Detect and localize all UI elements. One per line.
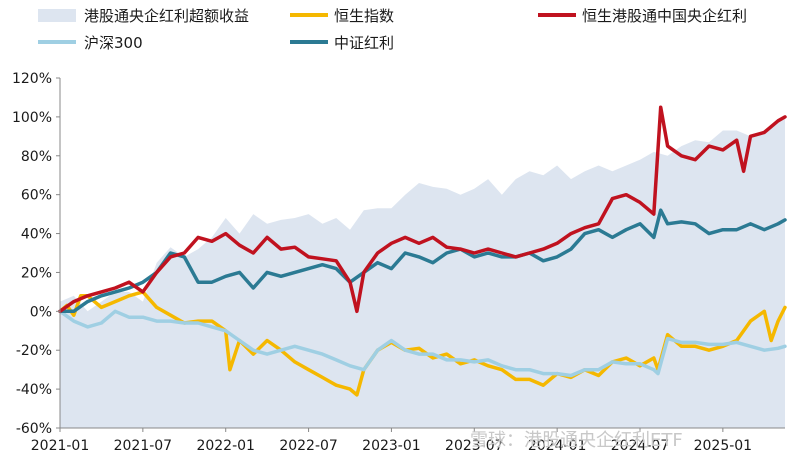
legend-swatch-excess-return bbox=[38, 9, 76, 22]
series-line-hsi bbox=[58, 290, 787, 397]
x-tick-label: 2022-01 bbox=[196, 438, 255, 454]
x-tick-label: 2023-07 bbox=[445, 438, 504, 454]
y-axis-ticks: 120% 100% 80% 60% 40% 20% 0% -20% -40% -60% bbox=[12, 71, 60, 437]
legend-label-hsi: 恒生指数 bbox=[334, 7, 394, 25]
legend-item-csi-dividend: 中证红利 bbox=[290, 34, 394, 52]
x-tick-label: 2021-07 bbox=[114, 438, 173, 454]
x-tick-label: 2022-07 bbox=[279, 438, 338, 454]
x-tick-label: 2024-01 bbox=[528, 438, 587, 454]
y-tick-label: 0% bbox=[30, 304, 52, 320]
legend-item-hsi: 恒生指数 bbox=[290, 7, 394, 25]
x-tick-label: 2024-07 bbox=[611, 438, 670, 454]
x-tick-label: 2023-01 bbox=[362, 438, 421, 454]
y-tick-label: -40% bbox=[16, 382, 52, 398]
watermark-text: 雪球：港股通央企红利ETF bbox=[470, 430, 683, 451]
y-tick-label: 40% bbox=[21, 227, 52, 243]
series-area-excess-return bbox=[60, 116, 785, 429]
series-line-csi300 bbox=[58, 309, 787, 378]
legend-label-soe-dividend: 恒生港股通中国央企红利 bbox=[582, 7, 747, 25]
x-tick-label: 2021-01 bbox=[31, 438, 90, 454]
legend-label-csi300: 沪深300 bbox=[84, 34, 143, 52]
y-tick-label: 80% bbox=[21, 149, 52, 165]
series-line-csi-dividend bbox=[58, 208, 787, 314]
series-line-soe-dividend bbox=[58, 105, 787, 314]
y-tick-label: -60% bbox=[16, 421, 52, 437]
x-tick-label: 2025-01 bbox=[694, 438, 753, 454]
legend: 港股通央企红利超额收益 恒生指数 恒生港股通中国央企红利 沪深300 中证红利 bbox=[38, 7, 747, 52]
y-tick-label: 120% bbox=[12, 71, 52, 87]
legend-label-excess-return: 港股通央企红利超额收益 bbox=[84, 7, 249, 25]
x-axis-ticks: 2021-01 2021-07 2022-01 2022-07 2023-01 2023-… bbox=[31, 428, 752, 454]
y-tick-label: 20% bbox=[21, 265, 52, 281]
legend-item-soe-dividend: 恒生港股通中国央企红利 bbox=[538, 7, 747, 25]
y-tick-label: 60% bbox=[21, 188, 52, 204]
legend-item-excess-return: 港股通央企红利超额收益 bbox=[38, 7, 249, 25]
series-lines-layer bbox=[58, 105, 787, 397]
y-tick-label: 100% bbox=[12, 110, 52, 126]
legend-item-csi300: 沪深300 bbox=[38, 34, 143, 52]
y-tick-label: -20% bbox=[16, 343, 52, 359]
legend-label-csi-dividend: 中证红利 bbox=[334, 34, 394, 52]
excess-return-area-layer bbox=[60, 116, 785, 429]
